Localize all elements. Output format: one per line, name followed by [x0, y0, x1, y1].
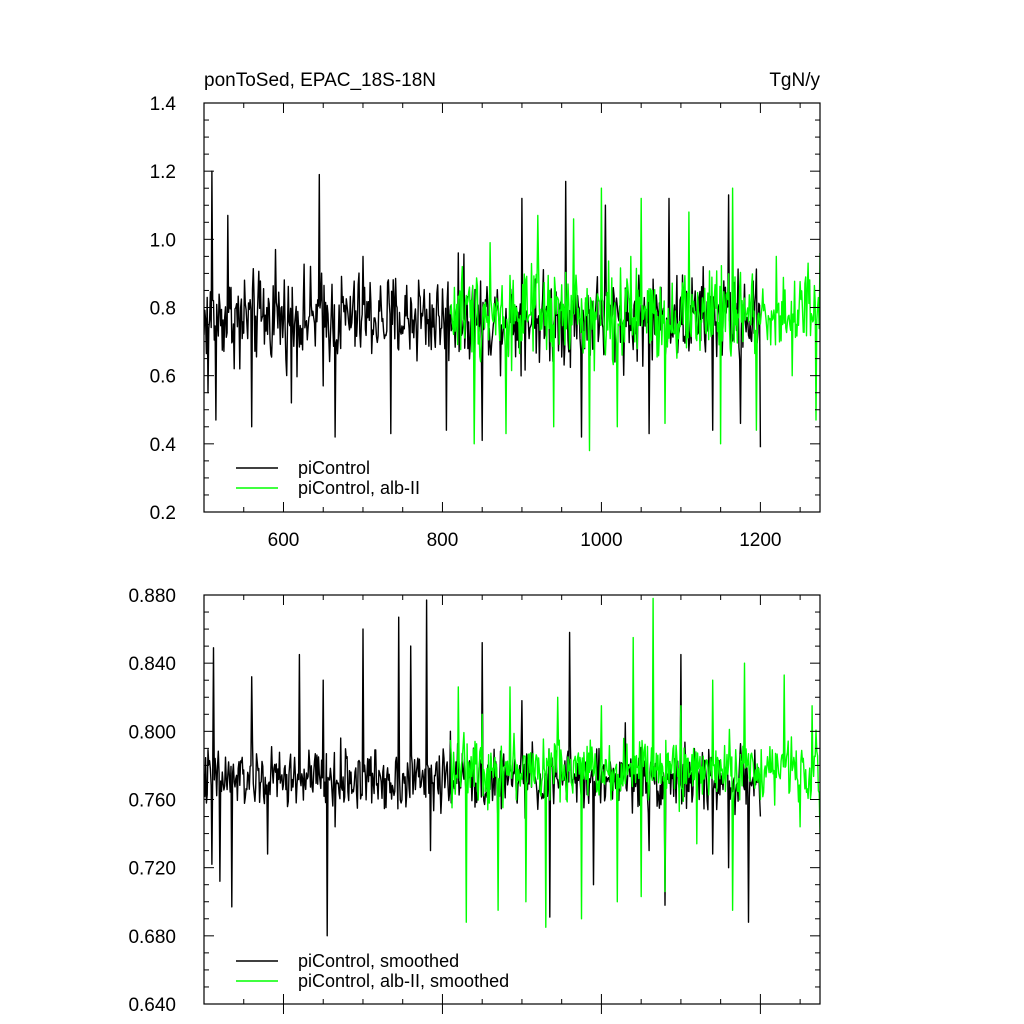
x-tick-label: 800 [427, 530, 459, 551]
y-tick-label: 1.0 [150, 230, 176, 251]
series-line-black [204, 599, 762, 937]
bottom-plot-area: 0.640 0.680 0.720 0.760 0.800 0.840 0.880 piCon… [128, 586, 821, 1016]
y-tick-label: 0.6 [150, 367, 176, 388]
y-tick-label: 0.4 [150, 435, 177, 456]
y-tick-label: 0.640 [128, 995, 176, 1016]
y-tick-label: 0.840 [128, 654, 176, 675]
legend-label: piControl, smoothed [298, 951, 459, 971]
y-tick-label: 0.760 [128, 791, 176, 812]
top-panel: ponToSed, EPAC_18S-18N TgN/y 600 800 1000 1… [150, 70, 821, 551]
y-tick-label: 1.2 [150, 162, 176, 183]
y-tick-label: 0.680 [128, 927, 176, 948]
legend-label: piControl, alb-II, smoothed [298, 971, 509, 991]
legend-label: piControl [298, 458, 370, 478]
y-tick-label: 1.4 [150, 94, 177, 115]
series-group [204, 170, 820, 452]
top-panel-title: ponToSed, EPAC_18S-18N [204, 70, 436, 91]
series-line-green [449, 597, 820, 928]
series-group [204, 597, 820, 937]
top-panel-units: TgN/y [769, 70, 820, 91]
x-tick-label: 1200 [739, 530, 781, 551]
y-tick-label: 0.2 [150, 503, 176, 524]
y-tick-label: 0.880 [128, 586, 176, 607]
series-line-black [204, 170, 762, 448]
legend-label: piControl, alb-II [298, 478, 420, 498]
y-tick-label: 0.800 [128, 722, 176, 743]
bottom-panel: 0.640 0.680 0.720 0.760 0.800 0.840 0.880 piCon… [128, 586, 821, 1016]
x-tick-label: 1000 [580, 530, 622, 551]
y-tick-label: 0.8 [150, 299, 176, 320]
x-tick-label: 600 [268, 530, 300, 551]
top-plot-area: 600 800 1000 1200 0.2 0.4 0.6 0.8 1.0 1.2 1.4 piCon… [150, 94, 821, 551]
series-line-green [449, 187, 820, 452]
y-tick-label: 0.720 [128, 859, 176, 880]
